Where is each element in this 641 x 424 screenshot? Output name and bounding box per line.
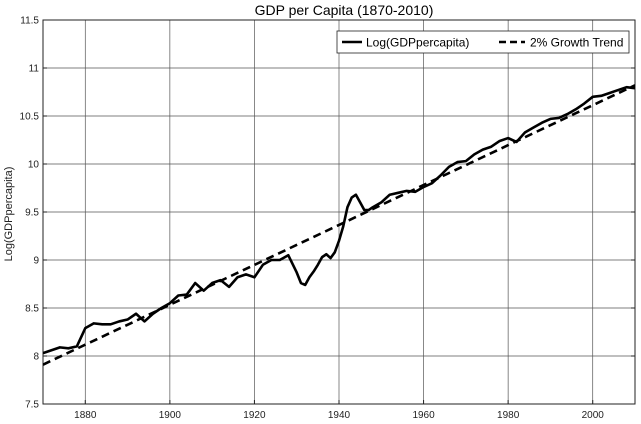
y-tick-label: 10 [28, 160, 40, 171]
y-tick-label: 11.5 [20, 16, 39, 27]
y-tick-label: 7.5 [25, 400, 39, 411]
x-tick-label: 1940 [328, 410, 351, 421]
legend: Log(GDPpercapita) 2% Growth Trend [336, 30, 630, 54]
x-tick-label: 1960 [412, 410, 435, 421]
x-tick-label: 2000 [582, 410, 605, 421]
y-tick-label: 9.5 [25, 208, 39, 219]
y-tick-label: 9 [33, 256, 39, 267]
y-tick-label: 8.5 [25, 304, 39, 315]
x-tick-label: 1980 [497, 410, 520, 421]
x-tick-label: 1900 [159, 410, 182, 421]
y-tick-label: 8 [33, 352, 39, 363]
x-tick-label: 1920 [243, 410, 266, 421]
legend-label-gdp: Log(GDPpercapita) [366, 36, 469, 50]
plot-area: 7.5 8 8.5 9 9.5 10 10.5 11 11.5 1880 1900 1920 1940 1… [20, 16, 636, 421]
y-tick-label: 11 [29, 64, 40, 75]
trend-line [43, 84, 635, 366]
y-tick-label: 10.5 [20, 112, 40, 123]
legend-box [336, 30, 630, 54]
legend-label-trend: 2% Growth Trend [530, 36, 623, 50]
x-tick-label: 1880 [74, 410, 97, 421]
chart-title: GDP per Capita (1870-2010) [255, 2, 434, 18]
y-axis-title: Log(GDPpercapita) [3, 167, 15, 262]
